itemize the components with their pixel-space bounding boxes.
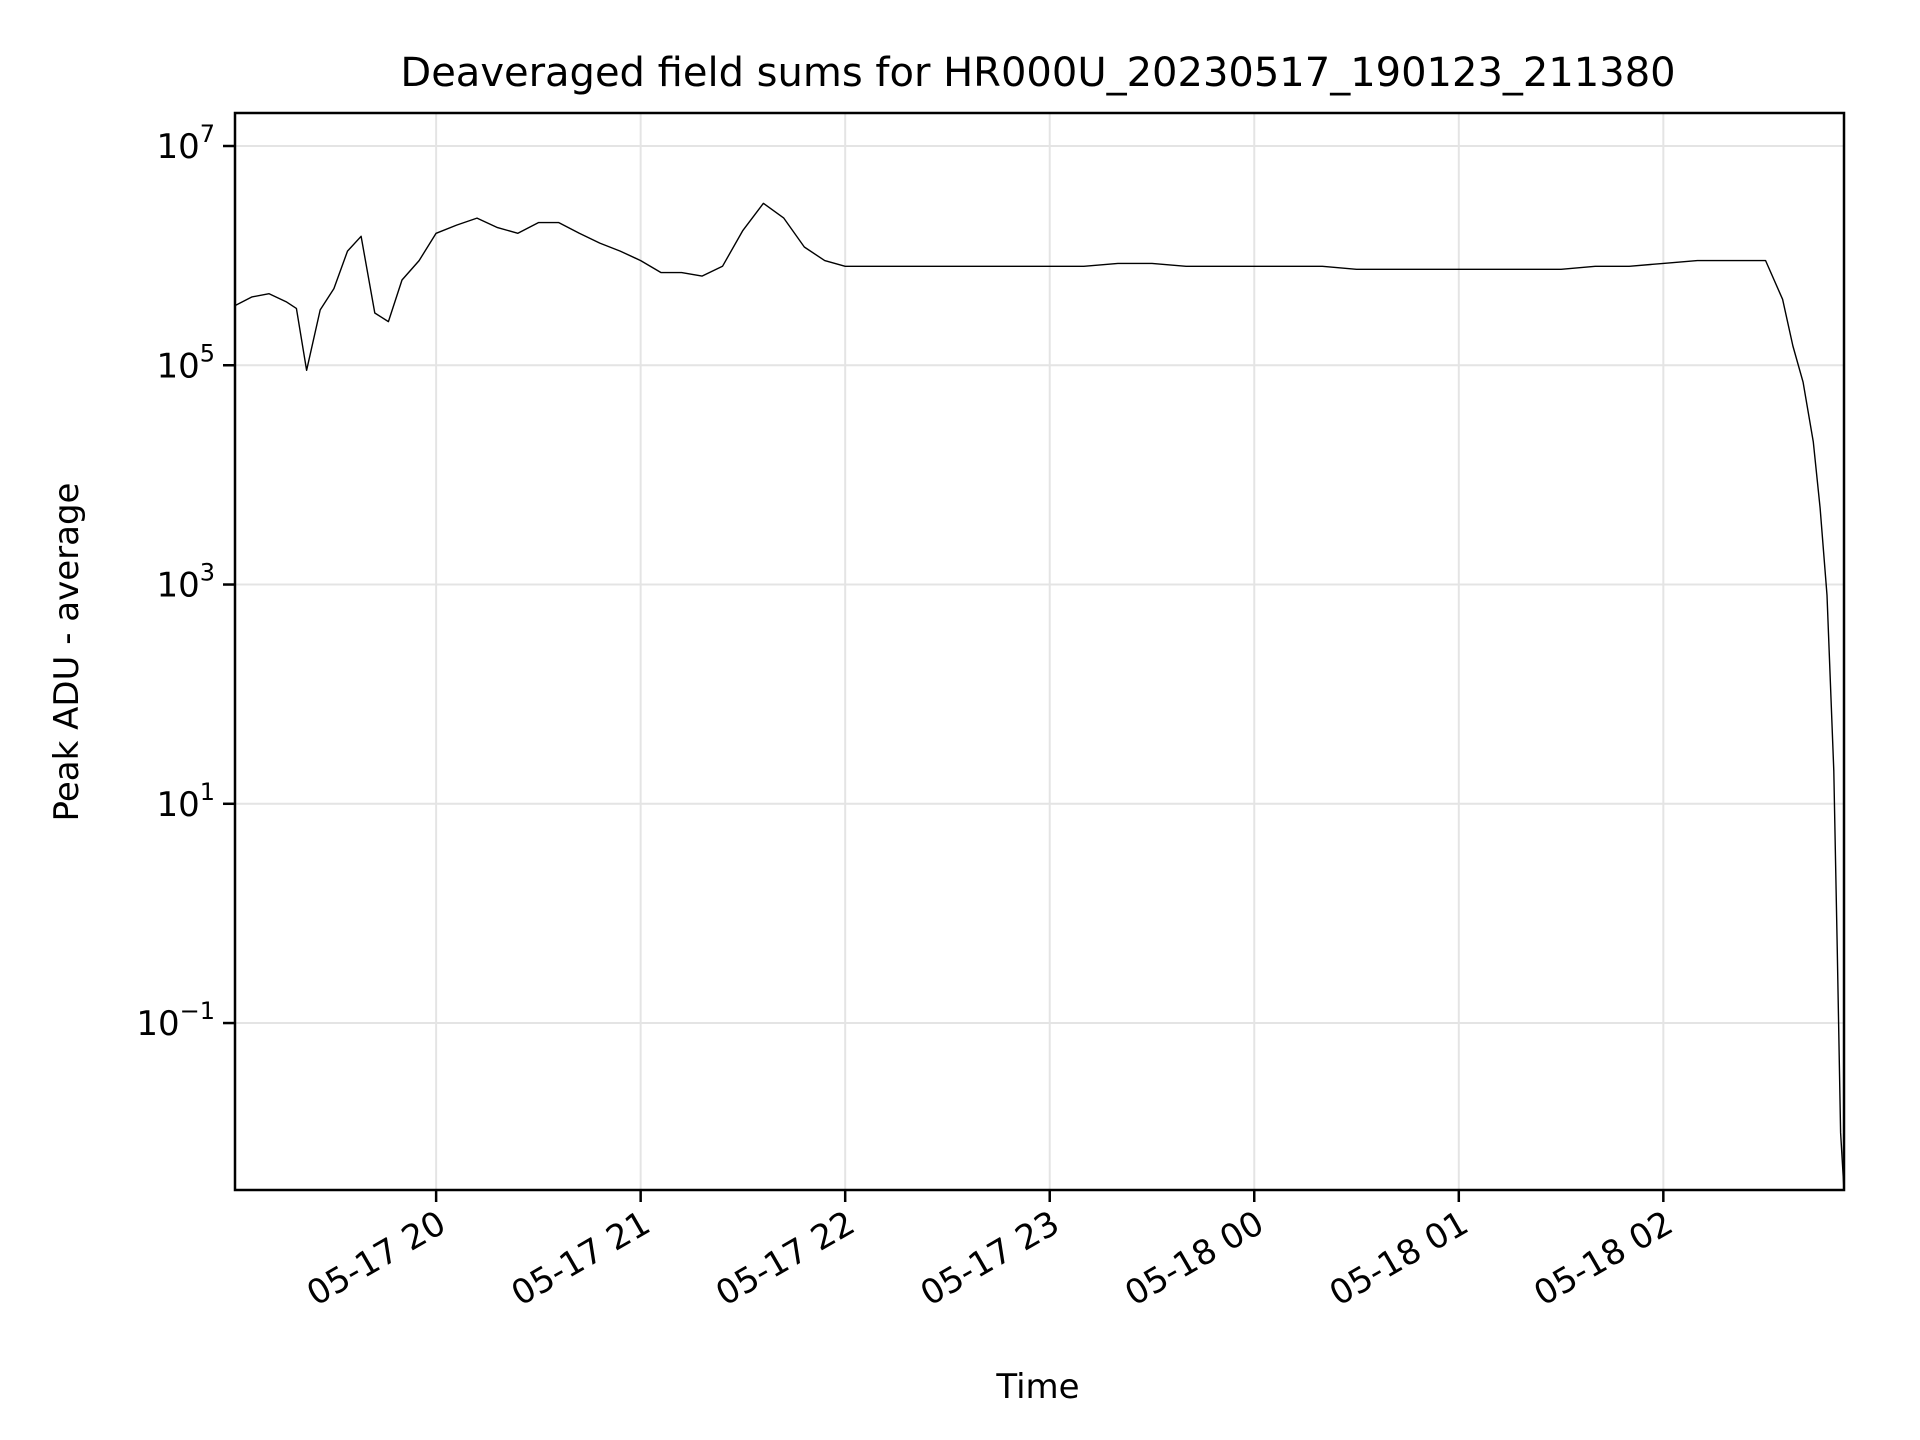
- y-tick-base: 10: [156, 566, 199, 606]
- y-tick-label: 101: [156, 778, 215, 825]
- y-tick-base: 10: [156, 127, 199, 167]
- y-tick-exponent: 1: [200, 778, 215, 806]
- y-tick-label: 107: [156, 120, 215, 167]
- series-layer: [234, 202, 1845, 1191]
- grid-lines: [235, 113, 1844, 1190]
- y-tick-base: 10: [136, 1004, 179, 1044]
- x-axis-label: Time: [995, 1367, 1079, 1407]
- y-tick-label: 103: [156, 559, 215, 606]
- y-axis-label: Peak ADU - average: [47, 483, 87, 822]
- chart-title: Deaveraged field sums for HR000U_2023051…: [400, 50, 1675, 96]
- y-tick-base: 10: [156, 785, 199, 825]
- y-tick-exponent: 5: [200, 339, 215, 367]
- y-tick-exponent: 3: [200, 559, 215, 587]
- y-tick-label: 10−1: [136, 997, 215, 1044]
- y-tick-exponent: 7: [200, 120, 215, 148]
- y-tick-label: 105: [156, 339, 215, 386]
- y-tick-base: 10: [156, 346, 199, 386]
- plot-frame: [233, 111, 1846, 1192]
- y-tick-exponent: −1: [180, 997, 215, 1025]
- series-line: [234, 202, 1845, 1191]
